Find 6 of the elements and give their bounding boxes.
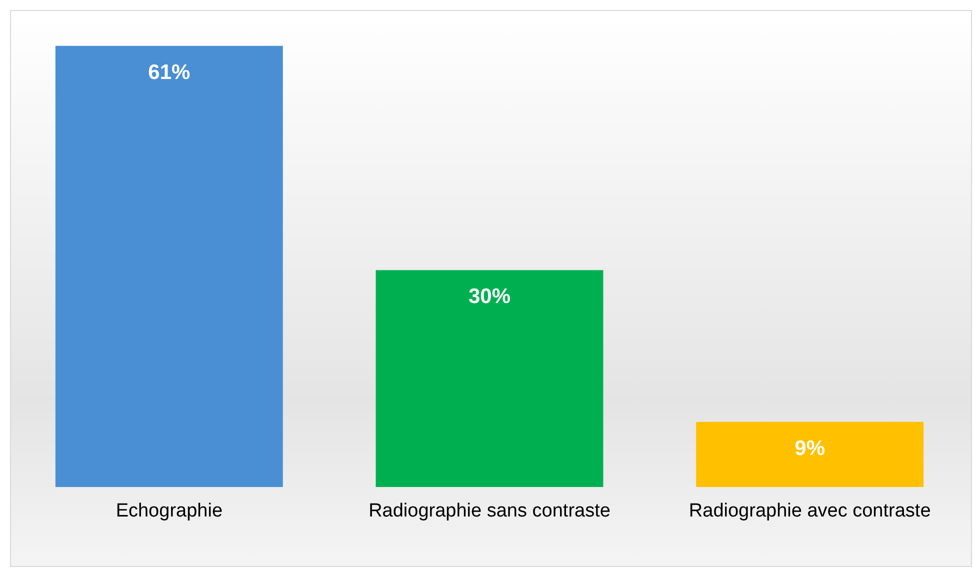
data-label: 30% bbox=[468, 285, 511, 308]
x-tick-label: Radiographie sans contraste bbox=[368, 500, 610, 522]
x-tick-label: Radiographie avec contraste bbox=[688, 500, 931, 522]
data-label: 9% bbox=[794, 436, 826, 460]
x-tick-label: Echographie bbox=[116, 500, 223, 522]
data-label: 61% bbox=[148, 60, 191, 84]
